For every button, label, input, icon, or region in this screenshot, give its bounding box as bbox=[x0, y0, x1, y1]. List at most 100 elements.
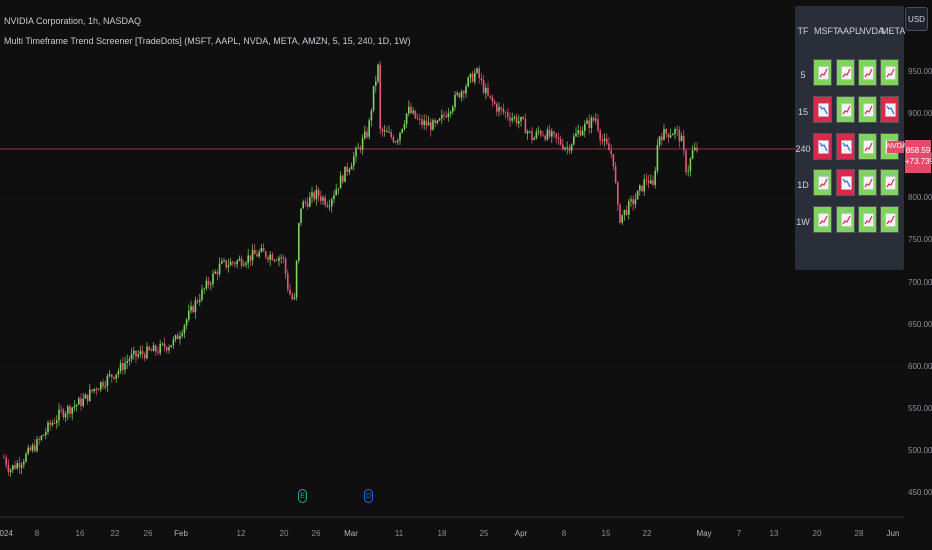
trend-up-icon bbox=[863, 103, 874, 117]
candle-body bbox=[245, 263, 247, 265]
candle-body bbox=[214, 271, 216, 274]
candle-body bbox=[597, 119, 599, 131]
candle-body bbox=[423, 120, 425, 125]
candle-body bbox=[306, 202, 309, 207]
candle-body bbox=[623, 209, 626, 215]
candle-body bbox=[130, 354, 133, 360]
candle-body bbox=[31, 445, 34, 451]
dividend-marker[interactable]: D bbox=[364, 489, 373, 503]
time-tick-label: Apr bbox=[514, 529, 528, 538]
candle-body bbox=[676, 128, 678, 130]
candle-body bbox=[203, 288, 205, 290]
candle-body bbox=[427, 122, 430, 126]
candle-body bbox=[537, 130, 540, 132]
candle-body bbox=[383, 130, 386, 132]
candle-body bbox=[524, 118, 527, 134]
candle-body bbox=[133, 350, 135, 355]
indicator-title[interactable]: Multi Timeframe Trend Screener [TradeDot… bbox=[4, 36, 411, 46]
time-tick-label: 18 bbox=[437, 529, 447, 538]
candle-body bbox=[234, 263, 236, 265]
currency-button[interactable]: USD bbox=[905, 7, 928, 31]
candle-body bbox=[542, 134, 544, 136]
candle-body bbox=[199, 299, 201, 302]
candle-body bbox=[309, 197, 311, 207]
trend-up-icon bbox=[885, 176, 896, 190]
candle-body bbox=[293, 297, 296, 300]
candle-body bbox=[680, 135, 683, 142]
candle-body bbox=[355, 148, 357, 157]
candle-body bbox=[663, 128, 665, 141]
candle-body bbox=[526, 131, 529, 134]
candle-body bbox=[16, 463, 18, 469]
candle-body bbox=[639, 185, 641, 191]
candle-body bbox=[685, 150, 687, 172]
candle-body bbox=[280, 257, 282, 259]
candle-body bbox=[603, 138, 606, 141]
time-tick-label: 25 bbox=[479, 529, 489, 538]
candle-body bbox=[592, 117, 595, 121]
candle-body bbox=[634, 199, 637, 205]
candle-body bbox=[584, 123, 586, 131]
candle-body bbox=[414, 110, 417, 119]
trend-cell-msft-240 bbox=[813, 133, 832, 160]
candle-body bbox=[284, 258, 287, 274]
candle-body bbox=[449, 111, 452, 114]
price-tick-label: 700.00 bbox=[908, 277, 932, 287]
time-tick-label: 13 bbox=[769, 529, 779, 538]
candle-body bbox=[91, 389, 93, 392]
earnings-marker[interactable]: E bbox=[298, 489, 307, 503]
candle-body bbox=[62, 409, 65, 418]
trend-up-icon bbox=[818, 213, 829, 227]
candle-body bbox=[546, 129, 549, 140]
candle-body bbox=[625, 209, 628, 215]
candle-body bbox=[678, 129, 681, 142]
candle-body bbox=[49, 422, 51, 425]
candle-body bbox=[254, 249, 256, 255]
trend-up-icon bbox=[841, 66, 852, 80]
trend-cell-meta-15 bbox=[880, 96, 899, 123]
symbol-title[interactable]: NVIDIA Corporation, 1h, NASDAQ bbox=[4, 16, 142, 26]
candle-body bbox=[201, 289, 203, 300]
time-tick-label: 20 bbox=[279, 529, 289, 538]
trend-down-icon bbox=[818, 140, 829, 154]
candle-body bbox=[287, 273, 289, 290]
candle-body bbox=[515, 116, 518, 124]
price-tick-label: 950.00 bbox=[908, 67, 932, 76]
candle-body bbox=[577, 130, 579, 134]
candle-body bbox=[278, 257, 280, 261]
candle-body bbox=[544, 135, 546, 140]
candle-body bbox=[581, 130, 584, 136]
time-tick-label: 26 bbox=[311, 529, 321, 538]
candle-body bbox=[570, 144, 573, 151]
trend-cell-nvda-15 bbox=[858, 96, 877, 123]
candle-body bbox=[73, 406, 76, 408]
candle-body bbox=[357, 147, 359, 149]
trend-screener-table: TF MSFT AAPL NVDA META 5 15 240 1D 1W bbox=[795, 6, 905, 270]
candle-body bbox=[359, 147, 362, 150]
candle-body bbox=[390, 132, 392, 138]
candle-body bbox=[507, 112, 509, 118]
candle-body bbox=[251, 249, 254, 261]
candle-body bbox=[23, 461, 25, 465]
price-tick-label: 600.00 bbox=[908, 361, 932, 371]
candle-body bbox=[531, 131, 533, 140]
candle-body bbox=[491, 96, 494, 102]
candle-body bbox=[691, 150, 694, 159]
tf-column-header: TF bbox=[797, 26, 809, 36]
candle-body bbox=[313, 192, 315, 200]
trend-cell-aapl-1w bbox=[836, 206, 855, 233]
candle-body bbox=[117, 370, 120, 375]
candle-body bbox=[25, 453, 27, 462]
candle-body bbox=[210, 284, 212, 285]
candle-body bbox=[394, 141, 397, 143]
candle-body bbox=[612, 154, 615, 167]
time-tick-label: 15 bbox=[601, 529, 611, 538]
candle-body bbox=[104, 386, 106, 387]
candle-body bbox=[102, 382, 104, 387]
candle-body bbox=[636, 190, 639, 200]
candle-body bbox=[568, 147, 571, 151]
candle-body bbox=[155, 345, 157, 352]
candle-body bbox=[669, 135, 672, 138]
candle-body bbox=[80, 398, 82, 406]
